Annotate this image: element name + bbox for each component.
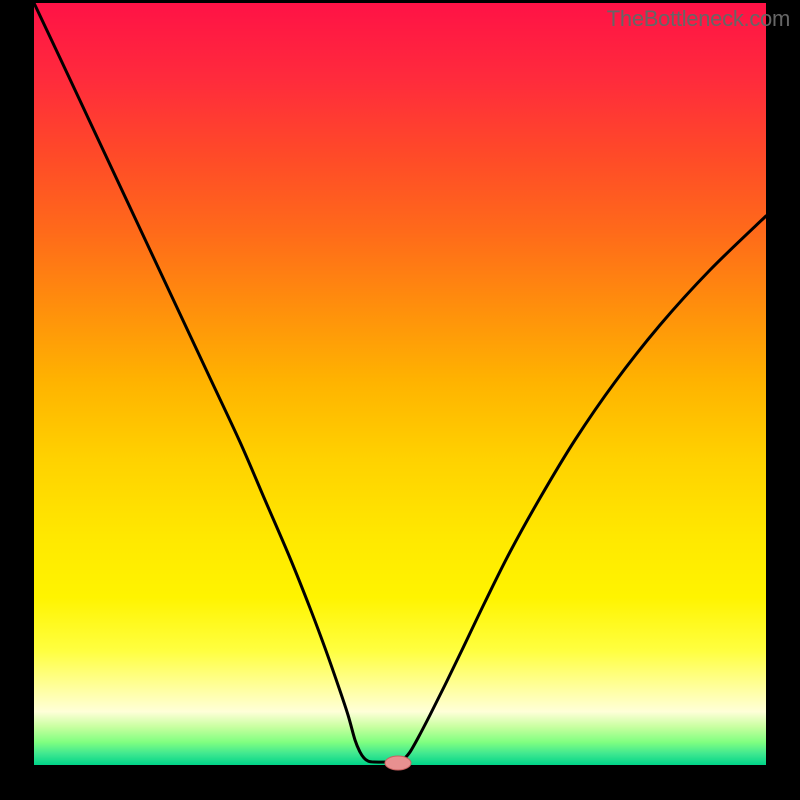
chart-container: TheBottleneck.com <box>0 0 800 800</box>
watermark-text: TheBottleneck.com <box>607 6 790 32</box>
bottleneck-chart <box>0 0 800 800</box>
optimal-point-marker <box>385 756 411 770</box>
chart-background <box>34 3 766 765</box>
